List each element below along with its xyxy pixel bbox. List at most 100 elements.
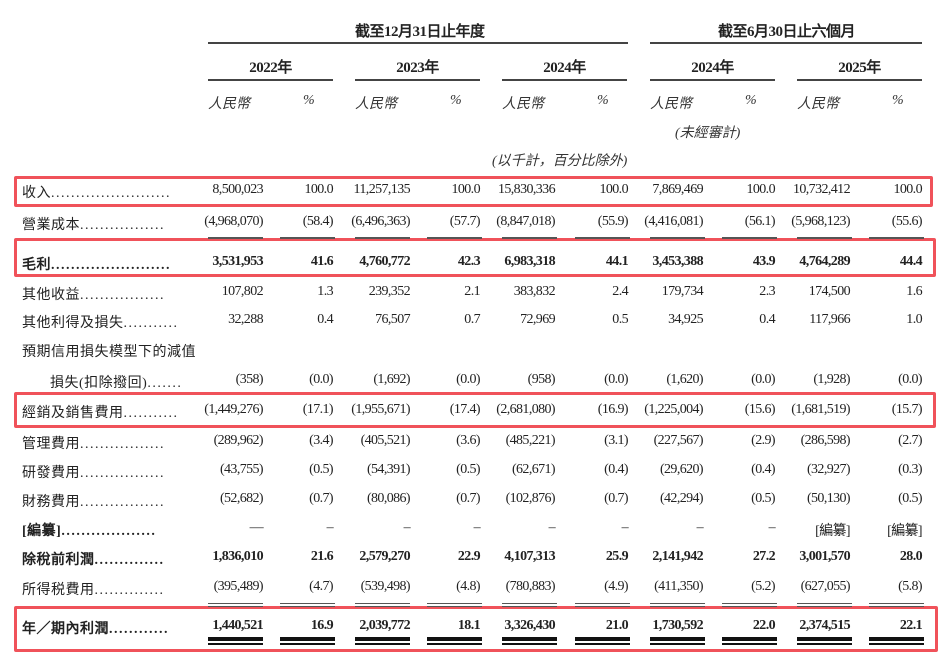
total-double-underline — [280, 643, 335, 645]
amount-cell: 2,579,270 — [359, 549, 410, 564]
row-label: 除稅前利潤.............. — [22, 549, 165, 569]
percent-cell: (15.6) — [744, 402, 776, 417]
amount-cell: 4,760,772 — [359, 254, 410, 269]
percent-cell: (55.6) — [891, 214, 923, 229]
percent-cell: (0.0) — [751, 372, 775, 387]
percent-cell: 44.4 — [899, 254, 923, 269]
amount-cell: – — [696, 520, 704, 535]
leader-dots: ................. — [80, 437, 165, 452]
amount-cell: 3,326,430 — [504, 618, 555, 633]
total-double-underline — [575, 637, 630, 641]
leader-dots: ............ — [109, 622, 169, 637]
total-double-underline — [502, 637, 557, 641]
amount-cell: (52,682) — [219, 491, 264, 506]
percent-cell: 100.0 — [746, 182, 775, 197]
row-label: 其他收益................. — [22, 284, 165, 304]
amount-cell: (958) — [527, 372, 556, 387]
percent-cell: 41.6 — [310, 254, 334, 269]
amount-cell: 10,732,412 — [792, 182, 851, 197]
percent-header: % — [303, 93, 315, 108]
percent-cell: – — [326, 520, 334, 535]
amount-cell: – — [548, 520, 556, 535]
percent-cell: (5.2) — [751, 579, 775, 594]
row-label-text: 所得税費用 — [22, 583, 95, 598]
year-header: 2025年 — [838, 60, 881, 76]
subtotal-underline — [575, 605, 630, 607]
percent-cell: (3.6) — [456, 433, 480, 448]
total-double-underline — [722, 643, 777, 645]
subtotal-underline — [280, 605, 335, 607]
subtotal-underline — [355, 603, 410, 604]
percent-cell: (3.4) — [309, 433, 333, 448]
subtotal-underline — [427, 603, 482, 604]
subtotal-underline — [502, 237, 557, 239]
amount-cell: 32,288 — [228, 312, 264, 327]
percent-cell: 22.1 — [899, 618, 923, 633]
percent-cell: (3.1) — [604, 433, 628, 448]
leader-dots: .............. — [94, 553, 165, 568]
subtotal-underline — [355, 605, 410, 607]
subtotal-underline — [208, 603, 263, 604]
subtotal-underline — [797, 603, 852, 604]
percent-cell: (0.3) — [898, 462, 922, 477]
amount-cell: 4,764,289 — [799, 254, 850, 269]
row-label-text: 財務費用 — [22, 495, 80, 510]
amount-cell: [編纂] — [815, 524, 851, 539]
amount-cell: (1,692) — [373, 372, 410, 387]
row-label-text: 毛利 — [22, 258, 51, 273]
amount-cell: 107,802 — [221, 284, 264, 299]
row-label-text: 收入 — [22, 186, 51, 201]
subtotal-underline — [280, 603, 335, 604]
total-double-underline — [650, 637, 705, 641]
subtotal-underline — [722, 603, 777, 604]
amount-cell: (289,962) — [213, 433, 264, 448]
year-header: 2024年 — [691, 60, 734, 76]
percent-cell: 2.3 — [759, 284, 775, 299]
amount-cell: (4,416,081) — [644, 214, 703, 229]
amount-cell: 239,352 — [368, 284, 411, 299]
subtotal-underline — [722, 605, 777, 607]
amount-cell: (1,681,519) — [791, 402, 850, 417]
amount-cell: 2,039,772 — [359, 618, 410, 633]
percent-cell: [編纂] — [887, 524, 923, 539]
amount-cell: (1,225,004) — [644, 402, 703, 417]
leader-dots: ........... — [123, 406, 179, 421]
subtotal-underline — [797, 237, 852, 239]
total-double-underline — [427, 637, 482, 641]
percent-cell: 100.0 — [451, 182, 480, 197]
row-label: [編纂]................... — [22, 520, 156, 540]
percent-cell: 28.0 — [899, 549, 923, 564]
amount-cell: (539,498) — [360, 579, 411, 594]
amount-cell: (5,968,123) — [791, 214, 850, 229]
amount-cell: 72,969 — [520, 312, 556, 327]
divider — [208, 79, 333, 81]
percent-cell: (58.4) — [302, 214, 334, 229]
row-label-text: 年／期內利潤 — [22, 622, 109, 637]
row-label-text: 其他利得及損失 — [22, 316, 124, 331]
percent-header: % — [892, 93, 904, 108]
subtotal-underline — [797, 605, 852, 607]
amount-cell: 1,730,592 — [652, 618, 703, 633]
row-label: 研發費用................. — [22, 462, 165, 482]
percent-cell: (15.7) — [891, 402, 923, 417]
amount-cell: 2,141,942 — [652, 549, 703, 564]
leader-dots: ........................ — [51, 258, 171, 273]
percent-cell: (0.5) — [898, 491, 922, 506]
amount-cell: (8,847,018) — [496, 214, 555, 229]
row-label: 損失(扣除撥回)....... — [50, 372, 182, 392]
amount-cell: (411,350) — [654, 579, 704, 594]
unit-note: (以千計，百分比除外) — [492, 154, 628, 169]
percent-cell: 0.4 — [317, 312, 333, 327]
amount-cell: (43,755) — [219, 462, 264, 477]
currency-header: 人民幣 — [650, 97, 692, 112]
percent-cell: – — [473, 520, 481, 535]
percent-cell: (4.7) — [309, 579, 333, 594]
percent-cell: – — [768, 520, 776, 535]
percent-cell: 27.2 — [752, 549, 776, 564]
subtotal-underline — [208, 237, 263, 239]
currency-header: 人民幣 — [208, 97, 250, 112]
amount-cell: 1,836,010 — [212, 549, 263, 564]
row-label-text: 經銷及銷售費用 — [22, 406, 124, 421]
amount-cell: (227,567) — [653, 433, 704, 448]
amount-cell: (62,671) — [511, 462, 556, 477]
